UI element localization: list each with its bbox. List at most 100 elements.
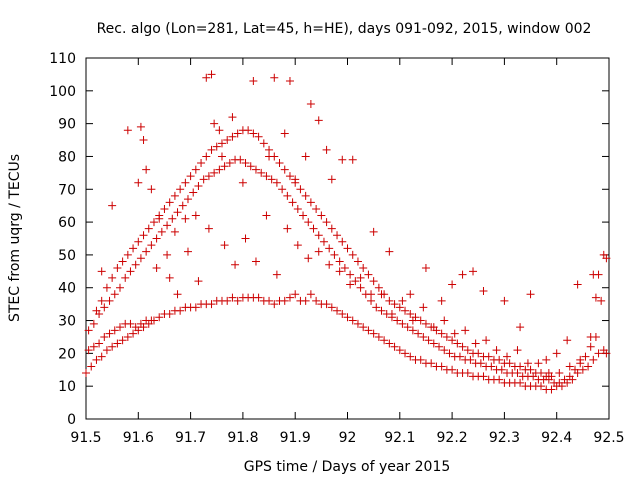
data-point — [212, 142, 221, 151]
data-point — [210, 168, 219, 177]
data-point — [110, 290, 119, 299]
data-point — [450, 329, 459, 338]
data-point — [84, 326, 93, 335]
data-point — [351, 277, 360, 286]
y-tick-label: 100 — [49, 84, 76, 100]
data-point — [479, 287, 488, 296]
data-point — [301, 296, 310, 305]
data-point — [249, 76, 258, 85]
data-point — [121, 273, 130, 282]
plot-border — [85, 57, 610, 420]
data-point — [560, 375, 569, 384]
data-point — [314, 231, 323, 240]
data-point — [503, 352, 512, 361]
y-tick-label: 50 — [58, 248, 76, 264]
data-point — [210, 119, 219, 128]
data-point — [136, 254, 145, 263]
data-point — [272, 178, 281, 187]
data-point — [401, 306, 410, 315]
y-tick-label: 60 — [58, 215, 76, 231]
data-point — [573, 280, 582, 289]
data-point — [178, 201, 187, 210]
data-point — [547, 385, 556, 394]
data-point — [458, 270, 467, 279]
data-point — [181, 214, 190, 223]
data-point — [602, 254, 611, 263]
data-point — [364, 270, 373, 279]
data-point — [369, 329, 378, 338]
data-point — [474, 349, 483, 358]
data-point — [602, 349, 611, 358]
data-point — [100, 303, 109, 312]
data-point — [429, 323, 438, 332]
data-point — [215, 126, 224, 135]
data-point — [448, 336, 457, 345]
data-point — [453, 339, 462, 348]
data-point — [262, 211, 271, 220]
data-point — [335, 267, 344, 276]
data-point — [534, 359, 543, 368]
data-point — [220, 241, 229, 250]
data-point — [217, 152, 226, 161]
data-point — [199, 175, 208, 184]
data-point — [322, 218, 331, 227]
data-point — [272, 270, 281, 279]
data-point — [275, 159, 284, 168]
data-point — [265, 296, 274, 305]
data-point — [353, 257, 362, 266]
data-point — [95, 339, 104, 348]
data-point — [100, 332, 109, 341]
data-point — [301, 191, 310, 200]
data-point — [228, 113, 237, 122]
data-point — [398, 319, 407, 328]
data-point — [191, 165, 200, 174]
data-point — [204, 172, 213, 181]
data-point — [364, 326, 373, 335]
x-tick-label: 91.8 — [227, 430, 258, 446]
data-point — [537, 369, 546, 378]
data-point — [202, 73, 211, 82]
data-point — [340, 264, 349, 273]
data-point — [280, 129, 289, 138]
x-tick-label: 92.1 — [384, 430, 415, 446]
data-point — [403, 323, 412, 332]
data-point — [285, 76, 294, 85]
data-point — [249, 129, 258, 138]
data-point — [346, 270, 355, 279]
data-point — [385, 247, 394, 256]
data-point — [442, 332, 451, 341]
data-point — [241, 234, 250, 243]
data-point — [312, 204, 321, 213]
data-point — [155, 214, 164, 223]
data-point — [513, 346, 522, 355]
data-point — [280, 296, 289, 305]
data-point — [108, 342, 117, 351]
data-point — [314, 116, 323, 125]
data-point — [387, 309, 396, 318]
data-point — [565, 362, 574, 371]
data-point — [149, 218, 158, 227]
data-point — [484, 352, 493, 361]
data-point — [322, 300, 331, 309]
data-point — [97, 267, 106, 276]
data-point — [207, 70, 216, 79]
data-point — [555, 369, 564, 378]
data-point — [105, 329, 114, 338]
data-point — [330, 250, 339, 259]
data-point — [495, 375, 504, 384]
data-point — [207, 300, 216, 309]
data-point — [544, 369, 553, 378]
data-point — [584, 362, 593, 371]
data-point — [398, 296, 407, 305]
data-point — [435, 342, 444, 351]
data-point — [267, 175, 276, 184]
data-point — [113, 339, 122, 348]
data-point — [176, 185, 185, 194]
data-point — [115, 323, 124, 332]
data-point — [463, 346, 472, 355]
data-point — [393, 316, 402, 325]
data-point — [123, 332, 132, 341]
data-point — [306, 99, 315, 108]
data-point — [149, 316, 158, 325]
data-point — [369, 277, 378, 286]
